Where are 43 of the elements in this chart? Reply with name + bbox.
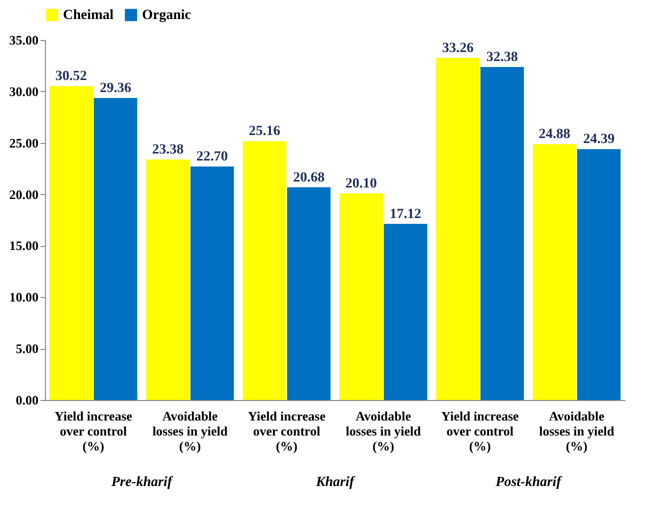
x-tick-label: Avoidable losses in yield (%) — [152, 408, 228, 454]
data-label: 24.88 — [538, 127, 570, 142]
data-label: 17.12 — [390, 206, 422, 222]
bar — [436, 58, 480, 400]
text: Kharif — [314, 475, 356, 490]
legend-label: Organic — [142, 8, 191, 23]
y-tick-label: 20.00 — [9, 186, 38, 202]
data-label: 22.70 — [196, 150, 228, 165]
bar — [146, 160, 190, 400]
bar — [480, 66, 524, 400]
bar — [190, 166, 234, 400]
x-tick-label: Yield increase over control (%) — [441, 408, 520, 454]
x-tick-label: Avoidable losses in yield (%) — [539, 408, 615, 454]
data-label: 24.39 — [583, 132, 615, 148]
y-tick-label: 15.00 — [9, 238, 38, 254]
data-label: 25.16 — [248, 124, 280, 140]
text: Pre-kharif — [111, 475, 174, 490]
bar — [287, 187, 331, 400]
data-label: 20.10 — [345, 176, 377, 192]
bar — [49, 86, 93, 400]
x-tick-label: Yield increase over control (%) — [248, 408, 326, 454]
x-tick-label: Yield increase over control (%) — [54, 408, 132, 454]
text: Post-kharif — [496, 475, 562, 490]
bar — [94, 98, 138, 400]
bar — [384, 224, 428, 400]
bar — [532, 144, 576, 400]
data-label: 32.38 — [486, 50, 518, 65]
y-tick-label: 35.00 — [9, 32, 38, 48]
y-tick-label: 30.00 — [9, 84, 38, 99]
y-tick-label: 0.00 — [16, 392, 38, 408]
bar — [577, 149, 621, 400]
data-label: 20.68 — [293, 170, 325, 186]
y-tick-label: 10.00 — [9, 290, 38, 305]
y-tick-label: 5.00 — [16, 341, 38, 356]
bar — [242, 141, 286, 400]
data-label: 23.38 — [152, 142, 184, 158]
data-label: 30.52 — [55, 69, 87, 84]
data-label: 33.26 — [442, 40, 474, 56]
data-label: 29.36 — [100, 81, 132, 96]
y-tick-label: 25.00 — [9, 135, 38, 150]
legend-label: Cheimal — [63, 8, 114, 23]
bar — [339, 193, 383, 400]
x-tick-label: Avoidable losses in yield (%) — [346, 408, 422, 454]
